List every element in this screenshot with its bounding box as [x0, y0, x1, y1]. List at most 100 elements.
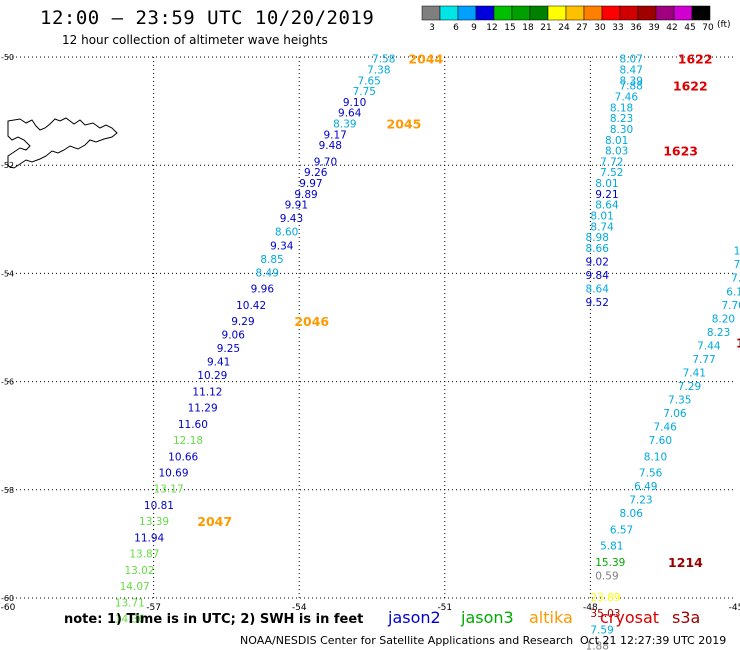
colorbar-tick-label: 30	[594, 23, 606, 33]
swh-value-label: 8.39	[620, 75, 643, 87]
swh-value-label: 9.48	[319, 140, 342, 152]
colorbar-tick-label: 27	[576, 23, 587, 33]
y-tick-label: -54	[1, 269, 14, 278]
colorbar-tick-label: 42	[666, 23, 677, 33]
colorbar-tick-label: 18	[522, 23, 534, 33]
legend-jason3: jason3	[461, 608, 514, 627]
swh-value-label: 9.41	[207, 357, 230, 369]
pass-time-label: 1622	[673, 79, 708, 94]
swh-value-label: 1.88	[586, 641, 609, 650]
swh-value-label: 7.52	[600, 167, 623, 179]
colorbar-tick-label: 15	[504, 23, 515, 33]
swh-value-label: 11.12	[192, 386, 222, 398]
swh-value-label: 7.77	[692, 354, 715, 366]
swh-value-label: 9.70	[314, 156, 337, 168]
legend-label: jason3	[461, 608, 514, 627]
swh-value-label: 6.1	[726, 286, 740, 298]
colorbar-tick-label: 70	[702, 23, 714, 33]
swh-value-label: 9.91	[285, 200, 308, 212]
swh-value-label: 7.72	[600, 156, 623, 168]
colorbar-tick-label: 6	[453, 23, 459, 33]
swh-value-label: 6.57	[610, 524, 633, 536]
x-tick-label: -51	[437, 603, 452, 613]
swh-value-label: 1	[734, 246, 740, 258]
swh-value-label: 9.21	[595, 189, 618, 201]
swh-value-label: 7.70	[721, 300, 740, 312]
y-tick-label: -58	[1, 486, 14, 495]
y-tick-label: -56	[1, 378, 14, 387]
pass-time-label: 2046	[294, 314, 329, 329]
swh-value-label: 8.98	[586, 232, 609, 244]
axis-ticks: -60 -57 -54 -51 -48 -45 -50 -52 -54 -56 -58 -60	[1, 53, 740, 613]
colorbar-swatch	[547, 5, 567, 21]
swh-value-label: 8.47	[620, 64, 643, 76]
page-title: 12:00 – 23:59 UTC 10/20/2019	[40, 7, 375, 29]
pass-time-label: 2047	[197, 514, 232, 529]
colorbar-unit: (ft)	[717, 20, 731, 30]
colorbar-swatch	[421, 5, 441, 21]
colorbar-tick-label: 21	[540, 23, 551, 33]
colorbar-tick-label: 9	[471, 23, 477, 33]
swh-value-label: 8.23	[610, 113, 633, 125]
swh-value-label: 7.06	[663, 408, 687, 420]
swh-value-label: 7.23	[629, 495, 652, 507]
colorbar-tick-label: 39	[648, 23, 660, 33]
swh-value-label: 8.85	[260, 254, 283, 266]
swh-value-label: 9.97	[299, 178, 322, 190]
colorbar-swatch	[637, 5, 657, 21]
swh-value-label: 0.59	[595, 570, 618, 582]
swh-value-label: 8.64	[595, 200, 619, 212]
legend-label: jason2	[388, 608, 441, 627]
swh-value-label: 13.17	[154, 484, 184, 496]
swh-value-label: 10.69	[158, 467, 188, 479]
time-labels: 2044 2045 2046 2047 1622 1622 1623 1214 1	[197, 52, 740, 570]
swh-value-label: 8.10	[644, 451, 667, 463]
pass-time-label: 1623	[663, 144, 698, 159]
swh-value-label: 7.1	[731, 273, 740, 285]
swh-value-label: 9.25	[217, 343, 240, 355]
colorbar-swatch	[655, 5, 675, 21]
swh-value-label: 7.65	[357, 75, 380, 87]
swh-value-label: 15.39	[595, 557, 625, 569]
swh-value-label: 9.96	[251, 284, 275, 296]
pass-time-label: 1214	[668, 555, 703, 570]
swh-value-label: 23.89	[590, 592, 620, 604]
colorbar-tick-label: 33	[612, 23, 623, 33]
generated-timestamp: Oct 21 12:27:39 UTC 2019	[580, 634, 727, 647]
swh-value-label: 7.46	[615, 91, 639, 103]
falkland-islands-coastline	[7, 117, 118, 169]
swh-value-label: 9.29	[231, 316, 254, 328]
colorbar-swatch	[691, 5, 711, 21]
swh-value-label: 8.23	[707, 327, 730, 339]
x-tick-label: -60	[1, 603, 16, 613]
x-tick-label: -54	[292, 603, 307, 613]
legend-jason2: jason2	[388, 608, 441, 627]
grid	[8, 56, 736, 599]
swh-value-label: 35.03	[590, 608, 620, 620]
swh-value-label: 7.56	[639, 467, 663, 479]
x-tick-label: -57	[146, 603, 161, 613]
pass-time-label: 2044	[408, 52, 443, 67]
pass-time-label: 1622	[678, 52, 713, 67]
page-subtitle: 12 hour collection of altimeter wave hei…	[62, 33, 328, 47]
swh-value-label: 7	[734, 259, 740, 271]
swh-value-label: 11.94	[134, 532, 164, 544]
swh-value-label: 13.39	[139, 516, 169, 528]
colorbar-tick-label: 36	[630, 23, 642, 33]
swh-value-label: 9.84	[586, 270, 610, 282]
y-tick-label: -60	[1, 594, 14, 603]
swh-value-label: 8.20	[712, 313, 735, 325]
colorbar-swatch	[583, 5, 603, 21]
colorbar-swatch	[493, 5, 513, 21]
colorbar-swatch	[601, 5, 621, 21]
swh-value-label: 7.58	[372, 54, 395, 66]
units-note: note: 1) Time is in UTC; 2) SWH is in fe…	[64, 612, 364, 627]
legend-label: altika	[529, 608, 573, 627]
swh-value-label: 8.66	[586, 243, 610, 255]
swh-value-label: 8.06	[620, 508, 644, 520]
colorbar-tick-label: 24	[558, 23, 570, 33]
pass-time-label: 2045	[387, 117, 422, 132]
legend-s3a: s3a	[672, 608, 700, 627]
swh-value-label: 8.74	[590, 221, 614, 233]
